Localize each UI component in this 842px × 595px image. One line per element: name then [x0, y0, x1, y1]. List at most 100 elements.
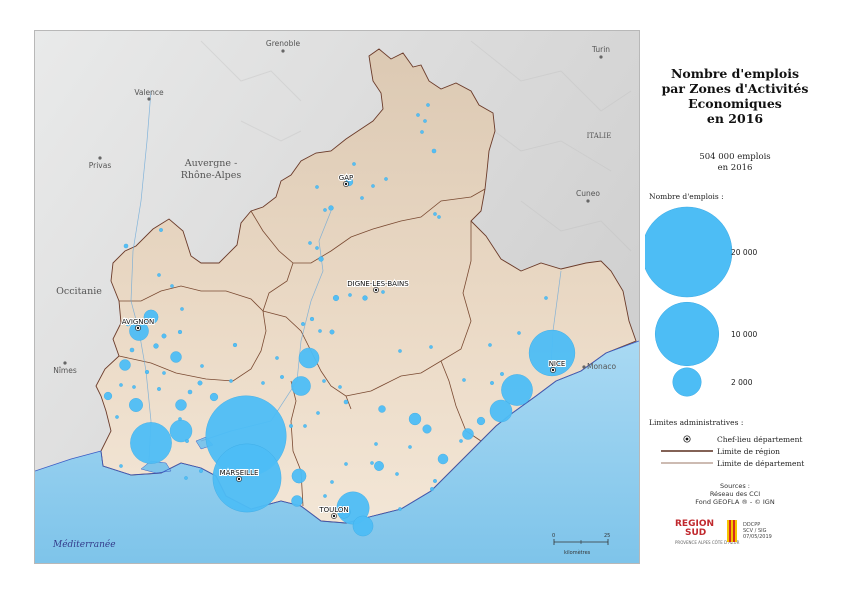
employment-zone-circle[interactable] [352, 515, 374, 537]
employment-zone-circle[interactable] [330, 480, 334, 484]
employment-zone-circle[interactable] [344, 462, 348, 466]
map-frame[interactable]: Grenoble Valence Privas Nîmes Turin Cuneo Mona… [34, 30, 640, 564]
employment-zone-circle[interactable] [489, 399, 513, 423]
employment-zone-circle[interactable] [303, 424, 307, 428]
employment-zone-circle[interactable] [125, 321, 131, 327]
employment-zone-circle[interactable] [123, 243, 129, 249]
employment-zone-circle[interactable] [143, 309, 159, 325]
employment-zone-circle[interactable] [130, 422, 172, 464]
employment-zone-circle[interactable] [338, 385, 342, 389]
employment-zone-circle[interactable] [129, 347, 135, 353]
employment-zone-circle[interactable] [159, 228, 163, 232]
employment-zone-circle[interactable] [289, 424, 293, 428]
employment-zone-circle[interactable] [433, 212, 437, 216]
employment-zone-circle[interactable] [398, 507, 402, 511]
employment-zone-circle[interactable] [332, 294, 340, 302]
employment-zone-circle[interactable] [462, 428, 474, 440]
employment-zone-circle[interactable] [301, 322, 305, 326]
employment-zone-circle[interactable] [430, 487, 434, 491]
employment-zone-circle[interactable] [115, 415, 119, 419]
employment-zone-circle[interactable] [209, 392, 219, 402]
employment-zone-circle[interactable] [291, 468, 307, 484]
employment-zone-circle[interactable] [322, 379, 326, 383]
employment-zone-circle[interactable] [323, 494, 327, 498]
employment-zone-circle[interactable] [212, 443, 282, 513]
employment-zone-circle[interactable] [395, 472, 399, 476]
employment-zone-circle[interactable] [408, 412, 422, 426]
employment-zone-circle[interactable] [103, 391, 113, 401]
employment-zone-circle[interactable] [169, 419, 193, 443]
employment-zone-circle[interactable] [170, 351, 182, 363]
employment-zone-circle[interactable] [422, 424, 432, 434]
employment-zone-circle[interactable] [431, 148, 437, 154]
employment-zone-circle[interactable] [528, 329, 576, 377]
employment-zone-circle[interactable] [161, 333, 167, 339]
employment-zone-circle[interactable] [437, 215, 441, 219]
employment-zone-circle[interactable] [378, 405, 386, 413]
employment-zone-circle[interactable] [318, 329, 322, 333]
employment-zone-circle[interactable] [374, 461, 384, 471]
employment-zone-circle[interactable] [500, 372, 504, 376]
employment-zone-circle[interactable] [119, 359, 131, 371]
employment-zone-circle[interactable] [420, 130, 424, 134]
employment-zone-circle[interactable] [408, 445, 412, 449]
employment-zone-circle[interactable] [316, 411, 320, 415]
employment-zone-circle[interactable] [184, 476, 188, 480]
employment-zone-circle[interactable] [348, 293, 352, 297]
employment-zone-circle[interactable] [119, 383, 123, 387]
employment-zone-circle[interactable] [370, 461, 374, 465]
employment-zone-circle[interactable] [157, 387, 161, 391]
employment-zone-circle[interactable] [384, 177, 388, 181]
employment-zone-circle[interactable] [280, 375, 284, 379]
employment-zone-circle[interactable] [328, 205, 334, 211]
map-canvas[interactable]: Grenoble Valence Privas Nîmes Turin Cuneo Mona… [35, 31, 639, 563]
employment-zone-circle[interactable] [416, 113, 420, 117]
employment-zone-circle[interactable] [291, 495, 303, 507]
employment-zone-circle[interactable] [433, 479, 437, 483]
prefecture-marker[interactable]: GAP [338, 173, 354, 187]
employment-zone-circle[interactable] [423, 119, 427, 123]
employment-zone-circle[interactable] [153, 343, 159, 349]
employment-zone-circle[interactable] [129, 398, 143, 412]
employment-zone-circle[interactable] [199, 469, 203, 473]
prefecture-marker[interactable]: MARSEILLE [219, 468, 259, 482]
employment-zone-circle[interactable] [429, 345, 433, 349]
employment-zone-circle[interactable] [501, 374, 533, 406]
employment-zone-circle[interactable] [318, 256, 324, 262]
employment-zone-circle[interactable] [476, 416, 486, 426]
employment-zone-circle[interactable] [229, 379, 233, 383]
employment-zone-circle[interactable] [197, 380, 203, 386]
employment-zone-circle[interactable] [308, 241, 312, 245]
employment-zone-circle[interactable] [490, 381, 494, 385]
employment-zone-circle[interactable] [462, 378, 466, 382]
employment-zone-circle[interactable] [291, 376, 311, 396]
prefecture-marker[interactable]: AVIGNON [121, 317, 155, 331]
employment-zone-circle[interactable] [162, 371, 166, 375]
employment-zone-circle[interactable] [129, 321, 149, 341]
employment-zone-circle[interactable] [298, 347, 320, 369]
employment-zone-circle[interactable] [180, 307, 184, 311]
employment-zone-circle[interactable] [362, 295, 368, 301]
employment-zone-circle[interactable] [175, 399, 187, 411]
employment-zone-circle[interactable] [360, 196, 364, 200]
employment-zone-circle[interactable] [488, 343, 492, 347]
employment-zone-circle[interactable] [343, 399, 349, 405]
employment-zone-circle[interactable] [426, 103, 430, 107]
employment-zone-circle[interactable] [337, 505, 351, 519]
employment-zone-circle[interactable] [323, 208, 327, 212]
employment-zone-circle[interactable] [517, 331, 521, 335]
prefecture-marker[interactable]: NICE [548, 359, 566, 373]
employment-zone-circle[interactable] [352, 162, 356, 166]
employment-zone-circle[interactable] [315, 246, 319, 250]
employment-zone-circle[interactable] [356, 281, 360, 285]
employment-zone-circle[interactable] [398, 349, 402, 353]
employment-zone-circle[interactable] [459, 439, 463, 443]
employment-zone-circle[interactable] [132, 385, 136, 389]
employment-zone-circle[interactable] [329, 329, 335, 335]
employment-zone-circle[interactable] [185, 439, 189, 443]
employment-zone-circle[interactable] [119, 464, 123, 468]
employment-zone-circle[interactable] [144, 369, 150, 375]
prefecture-marker[interactable]: DIGNE-LES-BAINS [346, 279, 410, 293]
employment-zone-circle[interactable] [232, 342, 238, 348]
employment-zone-circle[interactable] [200, 364, 204, 368]
